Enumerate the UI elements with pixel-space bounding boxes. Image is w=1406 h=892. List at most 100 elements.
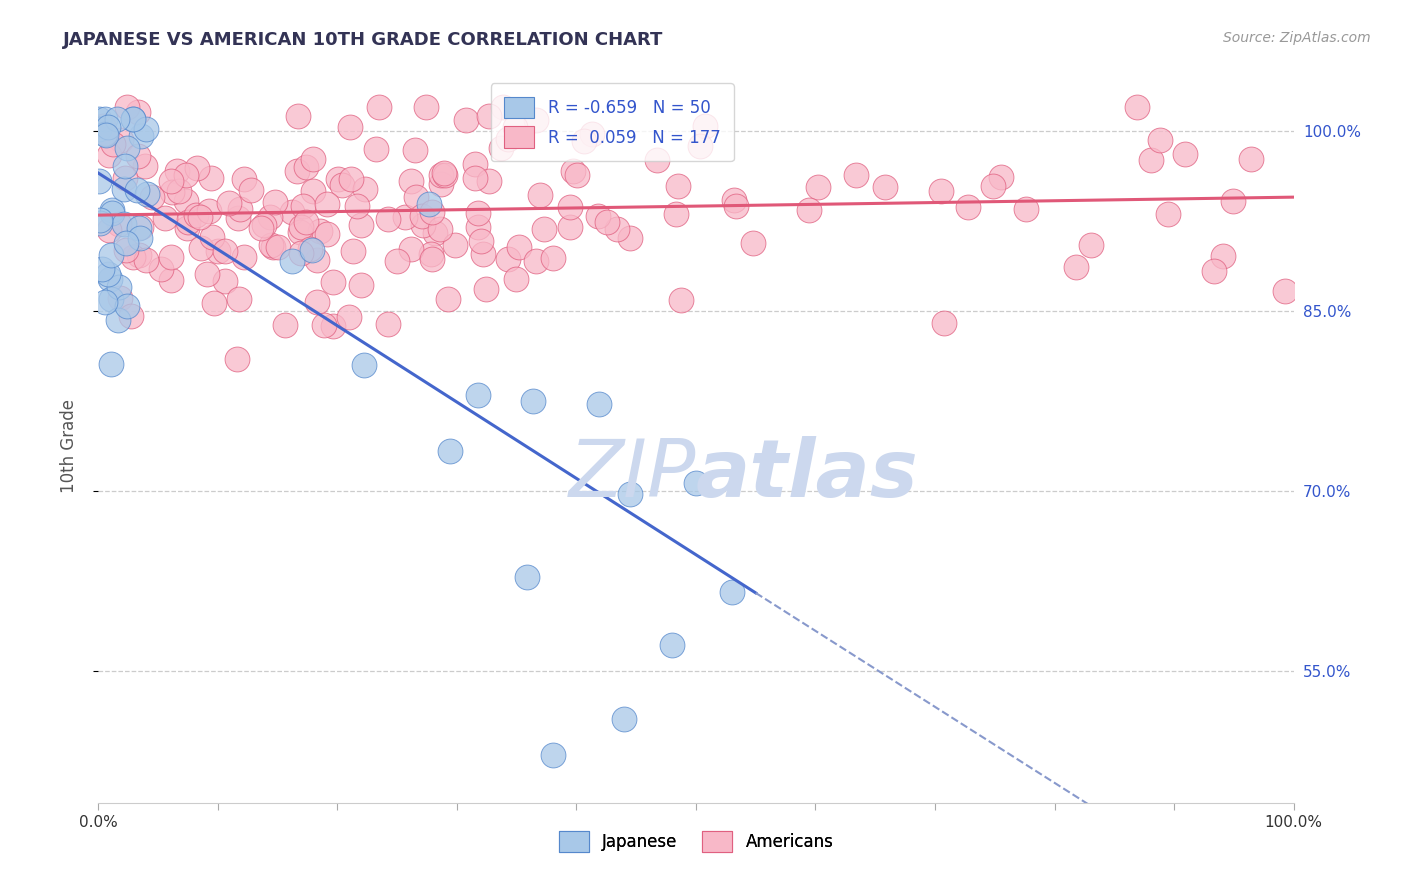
Point xyxy=(89,212,111,227)
Point xyxy=(149,262,172,277)
Point xyxy=(1157,207,1180,221)
Point xyxy=(240,183,263,197)
Point xyxy=(136,186,159,201)
Point xyxy=(169,185,191,199)
Point xyxy=(437,292,460,306)
Point xyxy=(1125,100,1147,114)
Point xyxy=(496,252,519,267)
Point xyxy=(932,316,955,330)
Point xyxy=(1212,248,1234,262)
Point xyxy=(845,168,868,182)
Point xyxy=(478,109,501,123)
Point xyxy=(89,112,111,127)
Point xyxy=(721,585,744,599)
Point xyxy=(112,182,135,196)
Point xyxy=(228,211,250,225)
Point xyxy=(931,184,953,198)
Point xyxy=(956,200,979,214)
Point xyxy=(567,168,589,182)
Point xyxy=(981,179,1004,194)
Point xyxy=(496,132,519,146)
Point xyxy=(1274,284,1296,298)
Point xyxy=(464,171,486,186)
Point xyxy=(541,747,564,762)
Point xyxy=(399,173,422,187)
Point xyxy=(689,139,711,153)
Point xyxy=(290,246,312,260)
Point xyxy=(115,141,138,155)
Point xyxy=(103,136,125,151)
Point xyxy=(472,247,495,261)
Point xyxy=(415,100,437,114)
Point xyxy=(385,254,408,268)
Text: atlas: atlas xyxy=(696,435,918,514)
Point xyxy=(724,199,747,213)
Point xyxy=(394,210,416,224)
Point xyxy=(201,229,224,244)
Point xyxy=(328,172,350,186)
Point xyxy=(349,277,371,292)
Point xyxy=(606,222,628,236)
Point xyxy=(225,352,247,367)
Point xyxy=(322,275,344,289)
Point xyxy=(562,164,585,178)
Point xyxy=(596,215,619,229)
Point xyxy=(299,243,322,257)
Point xyxy=(122,112,145,127)
Point xyxy=(330,178,353,193)
Point xyxy=(108,280,131,294)
Point xyxy=(301,184,323,198)
Point xyxy=(367,100,389,114)
Point xyxy=(186,208,208,222)
Point xyxy=(114,159,136,173)
Point xyxy=(97,223,120,237)
Point xyxy=(1202,263,1225,277)
Point xyxy=(214,244,236,258)
Point xyxy=(339,310,361,325)
Point xyxy=(285,164,308,178)
Point xyxy=(96,128,118,142)
Point xyxy=(100,205,122,219)
Point xyxy=(128,230,150,244)
Point xyxy=(429,222,451,236)
Point xyxy=(100,248,122,262)
Point xyxy=(412,219,434,233)
Point xyxy=(524,112,547,127)
Point xyxy=(107,313,129,327)
Point xyxy=(1173,146,1195,161)
Point xyxy=(340,172,363,186)
Point xyxy=(505,271,527,285)
Point xyxy=(619,487,641,501)
Point xyxy=(287,109,309,123)
Point xyxy=(107,217,129,231)
Point xyxy=(475,282,498,296)
Point xyxy=(135,122,157,136)
Point xyxy=(97,267,120,281)
Point xyxy=(315,227,337,241)
Point xyxy=(875,180,897,194)
Point xyxy=(105,112,128,127)
Point xyxy=(94,127,117,141)
Point xyxy=(174,168,197,182)
Point xyxy=(264,194,287,209)
Point xyxy=(166,164,188,178)
Point xyxy=(160,174,183,188)
Point xyxy=(190,241,212,255)
Point xyxy=(94,112,117,127)
Point xyxy=(218,196,240,211)
Point xyxy=(467,388,489,402)
Point xyxy=(295,160,318,174)
Point xyxy=(134,252,156,267)
Point xyxy=(176,221,198,235)
Point xyxy=(516,569,538,583)
Point xyxy=(1149,133,1171,147)
Point xyxy=(100,292,122,306)
Point xyxy=(159,273,181,287)
Point xyxy=(202,296,225,310)
Point xyxy=(661,639,683,653)
Point xyxy=(127,149,149,163)
Point xyxy=(990,169,1012,184)
Point xyxy=(543,251,565,265)
Point xyxy=(108,291,131,305)
Point xyxy=(456,112,478,127)
